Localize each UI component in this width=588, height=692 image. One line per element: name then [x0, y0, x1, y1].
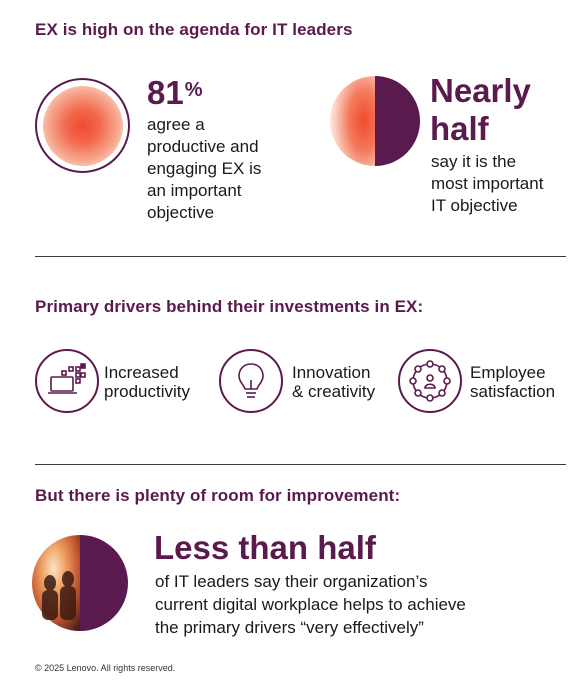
driver-label-innovation: Innovation & creativity [292, 363, 376, 401]
driver-label-satisfaction: Employee satisfaction [470, 363, 556, 401]
people-network-icon [398, 349, 462, 413]
stat-half-number: Nearly half [430, 72, 531, 147]
stat-half-text: say it is the most important IT objectiv… [431, 152, 544, 215]
team-photo-half-circle [32, 535, 128, 631]
stat-less-than-half: Less than half [154, 529, 376, 566]
copyright-footer: © 2025 Lenovo. All rights reserved. [35, 663, 176, 673]
lightbulb-icon [219, 349, 283, 413]
section1-heading: EX is high on the agenda for IT leaders [35, 20, 353, 39]
driver-label-productivity: Increased productivity [104, 363, 190, 401]
divider [35, 464, 566, 465]
stat-less-text: of IT leaders say their organization’s c… [155, 572, 466, 637]
section3-heading: But there is plenty of room for improvem… [35, 486, 401, 505]
divider [35, 256, 566, 257]
stat-81-unit: % [184, 79, 203, 101]
stat-81-number: 81% [147, 74, 203, 111]
gradient-circle-icon [35, 78, 130, 173]
section2-heading: Primary drivers behind their investments… [35, 297, 424, 316]
stat-81-text: agree a productive and engaging EX is an… [147, 115, 262, 222]
half-circle-icon [330, 76, 420, 166]
laptop-productivity-icon [35, 349, 99, 413]
